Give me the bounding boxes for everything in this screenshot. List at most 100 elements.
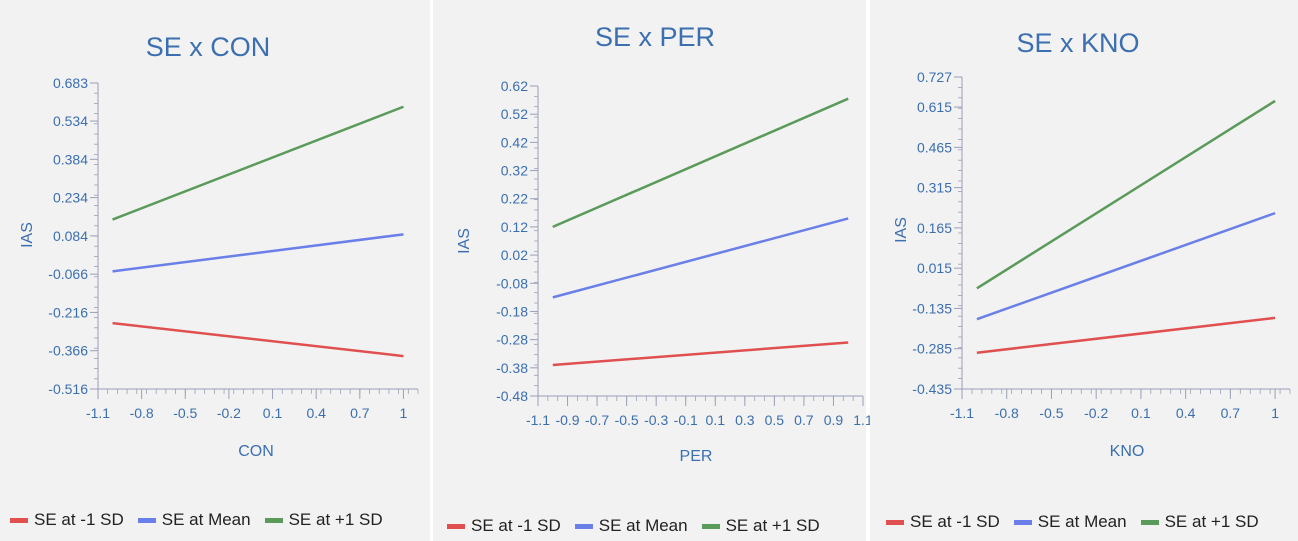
y-tick-label: -0.285 — [912, 341, 952, 357]
x-tick-label: 1 — [400, 405, 408, 421]
x-axis-label: CON — [238, 443, 274, 460]
chart-kno-plot: SE x KNO 0.727 0.615 0.465 0.315 0.165 0.015 -0… — [893, 28, 1291, 460]
x-tick-label: -0.2 — [1084, 405, 1108, 421]
x-tick-label: 0.3 — [735, 412, 755, 428]
y-tick-label: -0.366 — [48, 343, 88, 359]
y-tick-label: 0.32 — [501, 163, 528, 179]
y-tick-label: -0.38 — [496, 360, 528, 376]
y-tick-label: 0.615 — [917, 99, 952, 115]
chart-panel-per: SE x PER 0.62 0.52 0.42 0.32 0.22 0.12 0.02 -0.0… — [433, 0, 873, 541]
series-line-1 — [552, 341, 849, 367]
legend-label: SE at Mean — [598, 516, 688, 535]
legend-swatch — [447, 523, 465, 529]
chart-panel-kno: SE x KNO 0.727 0.615 0.465 0.315 0.165 0.015 -0… — [870, 0, 1298, 541]
y-tick-label: -0.28 — [496, 332, 528, 348]
x-tick-label: -0.9 — [555, 412, 579, 428]
y-tick-label: -0.135 — [912, 300, 952, 316]
x-tick-label: -0.7 — [585, 412, 609, 428]
y-tick-label: 0.465 — [917, 139, 952, 155]
x-tick-label: -0.8 — [130, 405, 154, 421]
x-tick-label: -1.1 — [950, 405, 974, 421]
y-tick-label: -0.066 — [48, 266, 88, 282]
y-tick-label: 0.165 — [917, 220, 952, 236]
x-tick-label: -0.5 — [1039, 405, 1063, 421]
chart-panel-con: SE x CON 0.683 0.534 0.384 0.234 0.084 -0.066 -… — [0, 0, 430, 541]
series-line-1 — [112, 321, 404, 358]
y-tick-label: 0.52 — [501, 106, 528, 122]
chart-con-plot: SE x CON 0.683 0.534 0.384 0.234 0.084 -0.066 -… — [19, 32, 419, 460]
y-tick-label: 0.384 — [53, 151, 88, 167]
legend-item: SE at +1 SD — [701, 516, 820, 536]
x-tick-label: 1.1 — [853, 412, 873, 428]
y-tick-label: 0.234 — [53, 190, 88, 206]
legend-label: SE at -1 SD — [34, 510, 124, 529]
y-tick-label: 0.084 — [53, 228, 88, 244]
y-tick-label: -0.18 — [496, 303, 528, 319]
legend-swatch — [1013, 519, 1032, 525]
x-tick-label: -0.1 — [674, 412, 698, 428]
legend-item: SE at +1 SD — [1140, 512, 1259, 532]
y-tick-label: 0.015 — [917, 260, 952, 276]
chart-title: SE x PER — [595, 22, 715, 52]
legend-swatch — [886, 519, 904, 525]
legend-item: SE at +1 SD — [264, 510, 383, 530]
y-tick-label: 0.02 — [501, 247, 528, 263]
y-tick-label: 0.12 — [501, 219, 528, 235]
x-tick-label: -0.2 — [217, 405, 241, 421]
y-axis-label: IAS — [456, 228, 473, 254]
legend-label: SE at Mean — [1037, 512, 1127, 531]
x-tick-label: -0.5 — [615, 412, 639, 428]
y-tick-label: -0.516 — [48, 381, 88, 397]
legend-swatch — [701, 523, 720, 529]
x-tick-label: 0.7 — [794, 412, 814, 428]
x-tick-label: 1 — [1271, 405, 1279, 421]
legend-item: SE at -1 SD — [10, 510, 124, 530]
chart-kno-legend: SE at -1 SD SE at Mean SE at +1 SD — [886, 512, 1259, 532]
y-tick-label: -0.48 — [496, 388, 528, 404]
legend-swatch — [264, 517, 283, 523]
legend-item: SE at Mean — [574, 516, 688, 536]
x-tick-label: -1.1 — [526, 412, 550, 428]
y-tick-label: 0.683 — [53, 75, 88, 91]
chart-title: SE x KNO — [1016, 28, 1139, 58]
y-axis-label: IAS — [893, 217, 910, 243]
y-tick-label: -0.08 — [496, 275, 528, 291]
x-tick-label: 0.5 — [765, 412, 785, 428]
x-tick-label: -0.8 — [995, 405, 1019, 421]
legend-item: SE at -1 SD — [447, 516, 561, 536]
series-line-1 — [976, 316, 1276, 354]
series-line-2 — [552, 217, 849, 299]
chart-per-plot: SE x PER 0.62 0.52 0.42 0.32 0.22 0.12 0.02 -0.0… — [456, 22, 873, 465]
legend-swatch — [1140, 519, 1159, 525]
legend-swatch — [137, 517, 156, 523]
y-tick-label: 0.22 — [501, 191, 528, 207]
chart-con-legend: SE at -1 SD SE at Mean SE at +1 SD — [10, 510, 383, 530]
x-axis-label: KNO — [1110, 443, 1145, 460]
y-tick-label: 0.315 — [917, 180, 952, 196]
legend-label: SE at +1 SD — [725, 516, 820, 535]
x-axis-label: PER — [680, 448, 713, 465]
legend-label: SE at +1 SD — [1164, 512, 1259, 531]
y-tick-label: -0.216 — [48, 304, 88, 320]
y-tick-label: -0.435 — [912, 381, 952, 397]
legend-label: SE at -1 SD — [910, 512, 1000, 531]
x-tick-label: 0.1 — [263, 405, 283, 421]
series-line-2 — [112, 233, 404, 273]
x-tick-label: -0.5 — [173, 405, 197, 421]
y-axis-label: IAS — [19, 222, 36, 248]
x-tick-label: 0.4 — [1176, 405, 1196, 421]
series-line-3 — [976, 99, 1276, 290]
x-tick-label: 0.7 — [350, 405, 370, 421]
series-line-3 — [112, 105, 404, 221]
legend-swatch — [10, 517, 28, 523]
legend-item: SE at -1 SD — [886, 512, 1000, 532]
legend-label: SE at -1 SD — [471, 516, 561, 535]
legend-label: SE at Mean — [161, 510, 251, 529]
legend-label: SE at +1 SD — [288, 510, 383, 529]
x-tick-label: 0.9 — [824, 412, 844, 428]
y-tick-label: 0.42 — [501, 134, 528, 150]
legend-item: SE at Mean — [137, 510, 251, 530]
y-tick-label: 0.534 — [53, 113, 88, 129]
x-tick-label: -1.1 — [86, 405, 110, 421]
legend-item: SE at Mean — [1013, 512, 1127, 532]
